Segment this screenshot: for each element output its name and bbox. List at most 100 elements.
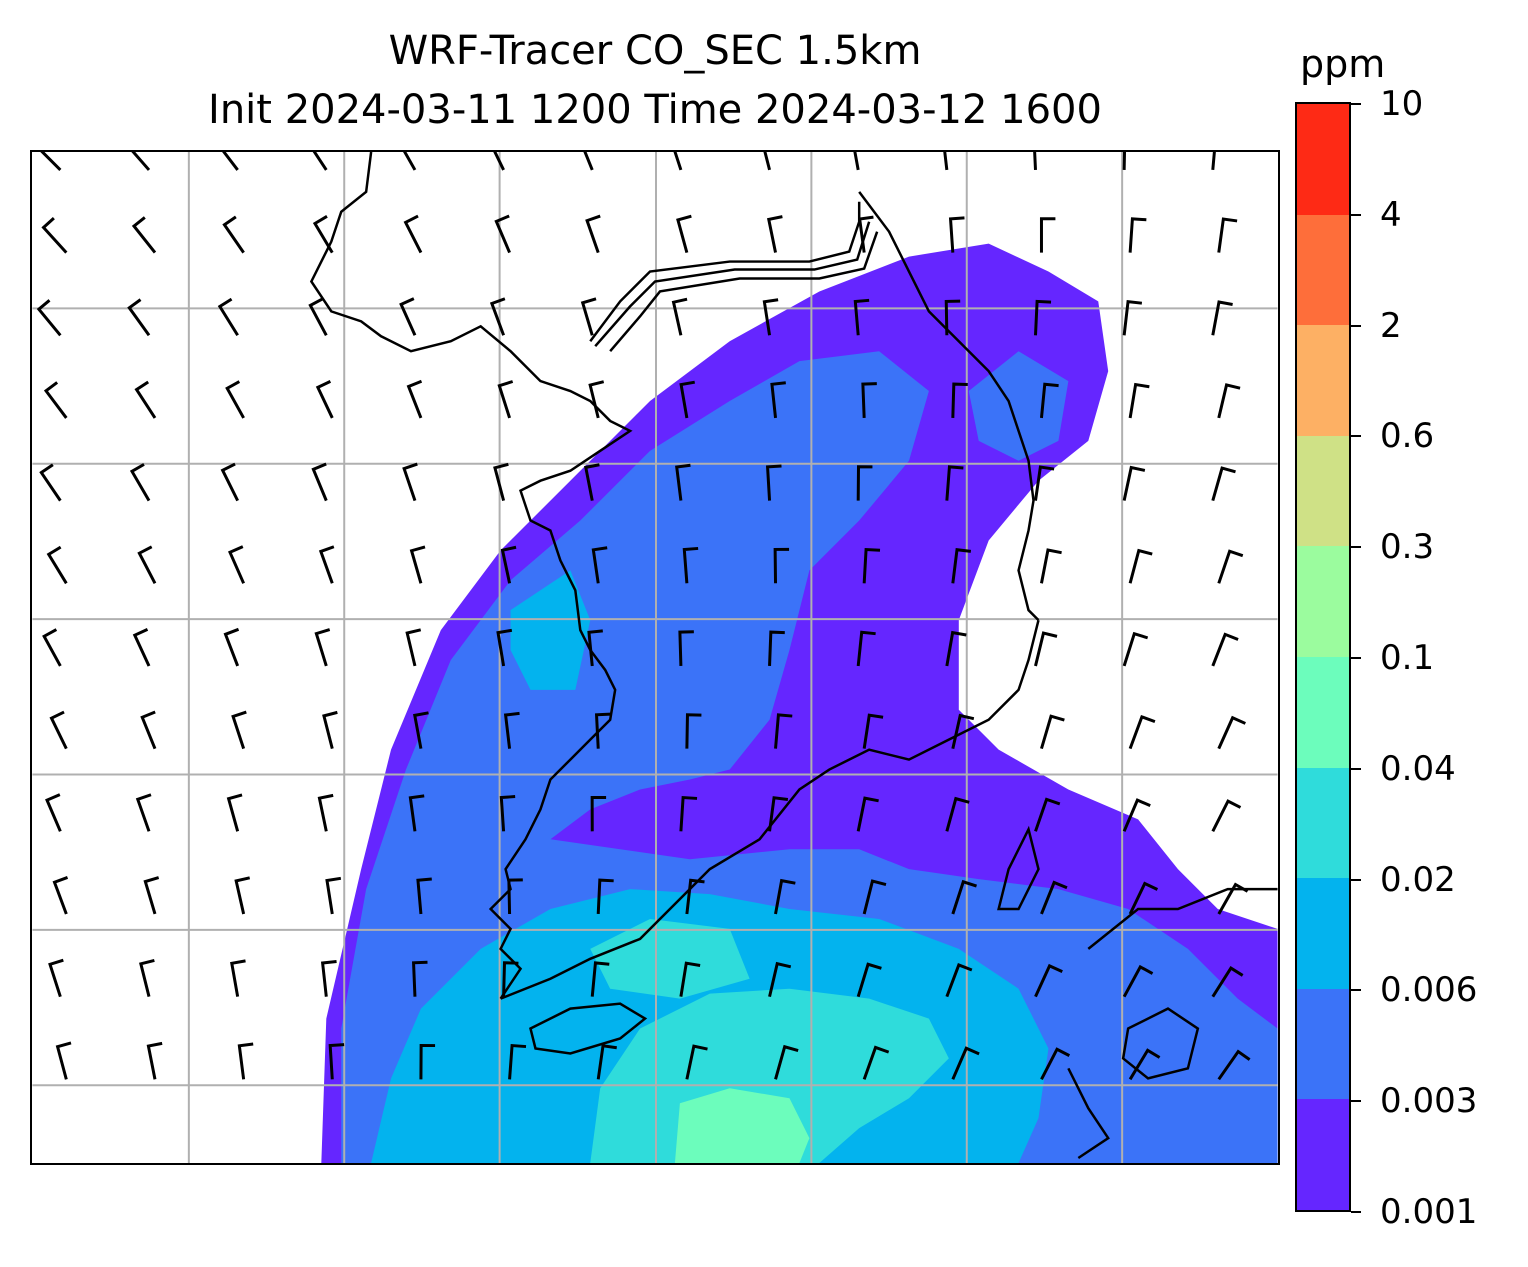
wind-barb [774,713,793,749]
wind-barb [1034,465,1055,501]
wind-barb [1122,152,1127,170]
wind-barb [406,379,423,419]
colorbar-tick [1351,989,1361,992]
wind-barb [325,876,342,915]
wind-barb [590,795,607,832]
title-line-2: Init 2024-03-11 1200 Time 2024-03-12 160… [208,87,1102,133]
wind-barb [42,628,62,667]
wind-barb [228,545,245,584]
colorbar-tick-label: 0.006 [1380,970,1478,1011]
wind-barb [682,546,699,584]
colorbar-tick [1351,324,1361,327]
colorbar-tick-label: 4 [1380,194,1402,235]
colorbar-tick [1351,878,1361,881]
wind-barb [1217,1049,1251,1081]
wind-barb [1128,881,1159,915]
wind-barb [135,793,152,832]
wind-barb [507,878,523,915]
wind-barb [1040,714,1065,750]
wind-barb [328,1043,345,1080]
wind-barb [499,795,516,832]
wind-barb [222,152,239,171]
wind-barb [52,876,69,915]
wind-barb [862,879,887,915]
wind-barb [223,627,240,667]
wind-barb [774,1044,799,1080]
wind-barb [222,215,245,254]
colorbar-tick-label: 0.02 [1380,859,1456,900]
wind-barb [1033,152,1037,170]
colorbar-tick [1351,213,1361,216]
wind-barb [46,545,68,585]
wind-barb [134,380,157,419]
wind-barb [312,215,334,254]
wind-barb [127,298,151,337]
colorbar-segment [1297,767,1349,879]
wind-barb [596,1044,617,1080]
wind-barb [503,711,520,749]
wind-barb [685,878,705,915]
wind-barb [220,462,239,502]
map-panel [30,150,1280,1165]
wind-barb [405,628,422,667]
wind-barb [678,630,694,667]
wind-barb [408,794,425,832]
wind-barb [1211,300,1233,336]
wind-barb [494,214,511,254]
wind-barb [765,464,782,501]
wind-barb [403,152,417,171]
wind-barb [403,214,423,254]
colorbar-tick-label: 0.6 [1380,416,1435,457]
wind-barb [770,381,786,419]
wind-barb [596,878,614,915]
wind-barb [493,152,505,171]
wind-barb [1122,798,1151,832]
wind-barb [945,963,973,998]
wind-barb [409,545,426,584]
wind-barb [1128,714,1156,750]
wind-barb [413,711,429,749]
wind-barb [1034,631,1058,667]
colorbar-tick-label: 0.04 [1380,748,1456,789]
wind-barb [318,545,335,584]
wind-barb [1211,466,1236,502]
colorbar-segment [1297,877,1349,989]
wind-barb [132,628,151,667]
wind-barb [48,958,64,998]
gridlines [32,152,1278,1163]
coastline-east-island [997,825,1040,911]
wind-barb [412,960,428,997]
wind-barb [591,546,608,584]
wind-barb [230,959,246,997]
colorbar-tick-label: 0.3 [1380,527,1435,568]
wind-barb [861,382,877,419]
wind-barb [312,152,328,171]
wind-barb [584,463,600,501]
wind-barb [856,796,879,832]
wind-barb [856,465,873,501]
colorbar-segment [1297,324,1349,436]
wind-barb [679,795,698,832]
wind-barb [862,1045,890,1080]
wind-barb [856,630,876,667]
wind-barb [858,215,874,253]
wind-barb [951,879,977,915]
colorbar-tick-label: 0.003 [1380,1081,1478,1122]
wind-barb [41,217,68,254]
wind-barb [587,629,603,667]
wind-barb [1040,880,1068,915]
colorbar-segment [1297,435,1349,547]
wind-barb [1122,465,1146,501]
wind-barb [676,214,692,253]
wind-barb [774,878,796,915]
wind-barb [1034,797,1061,832]
colorbar [1295,102,1351,1212]
wind-barb [685,713,702,749]
colorbar-tick-label: 10 [1380,84,1424,124]
wind-barb [315,380,334,419]
wind-barb [679,961,701,997]
wind-barb [508,1043,527,1080]
wind-barb [1211,632,1239,667]
contour-0.006-north [510,570,591,690]
wind-barb [679,380,696,419]
